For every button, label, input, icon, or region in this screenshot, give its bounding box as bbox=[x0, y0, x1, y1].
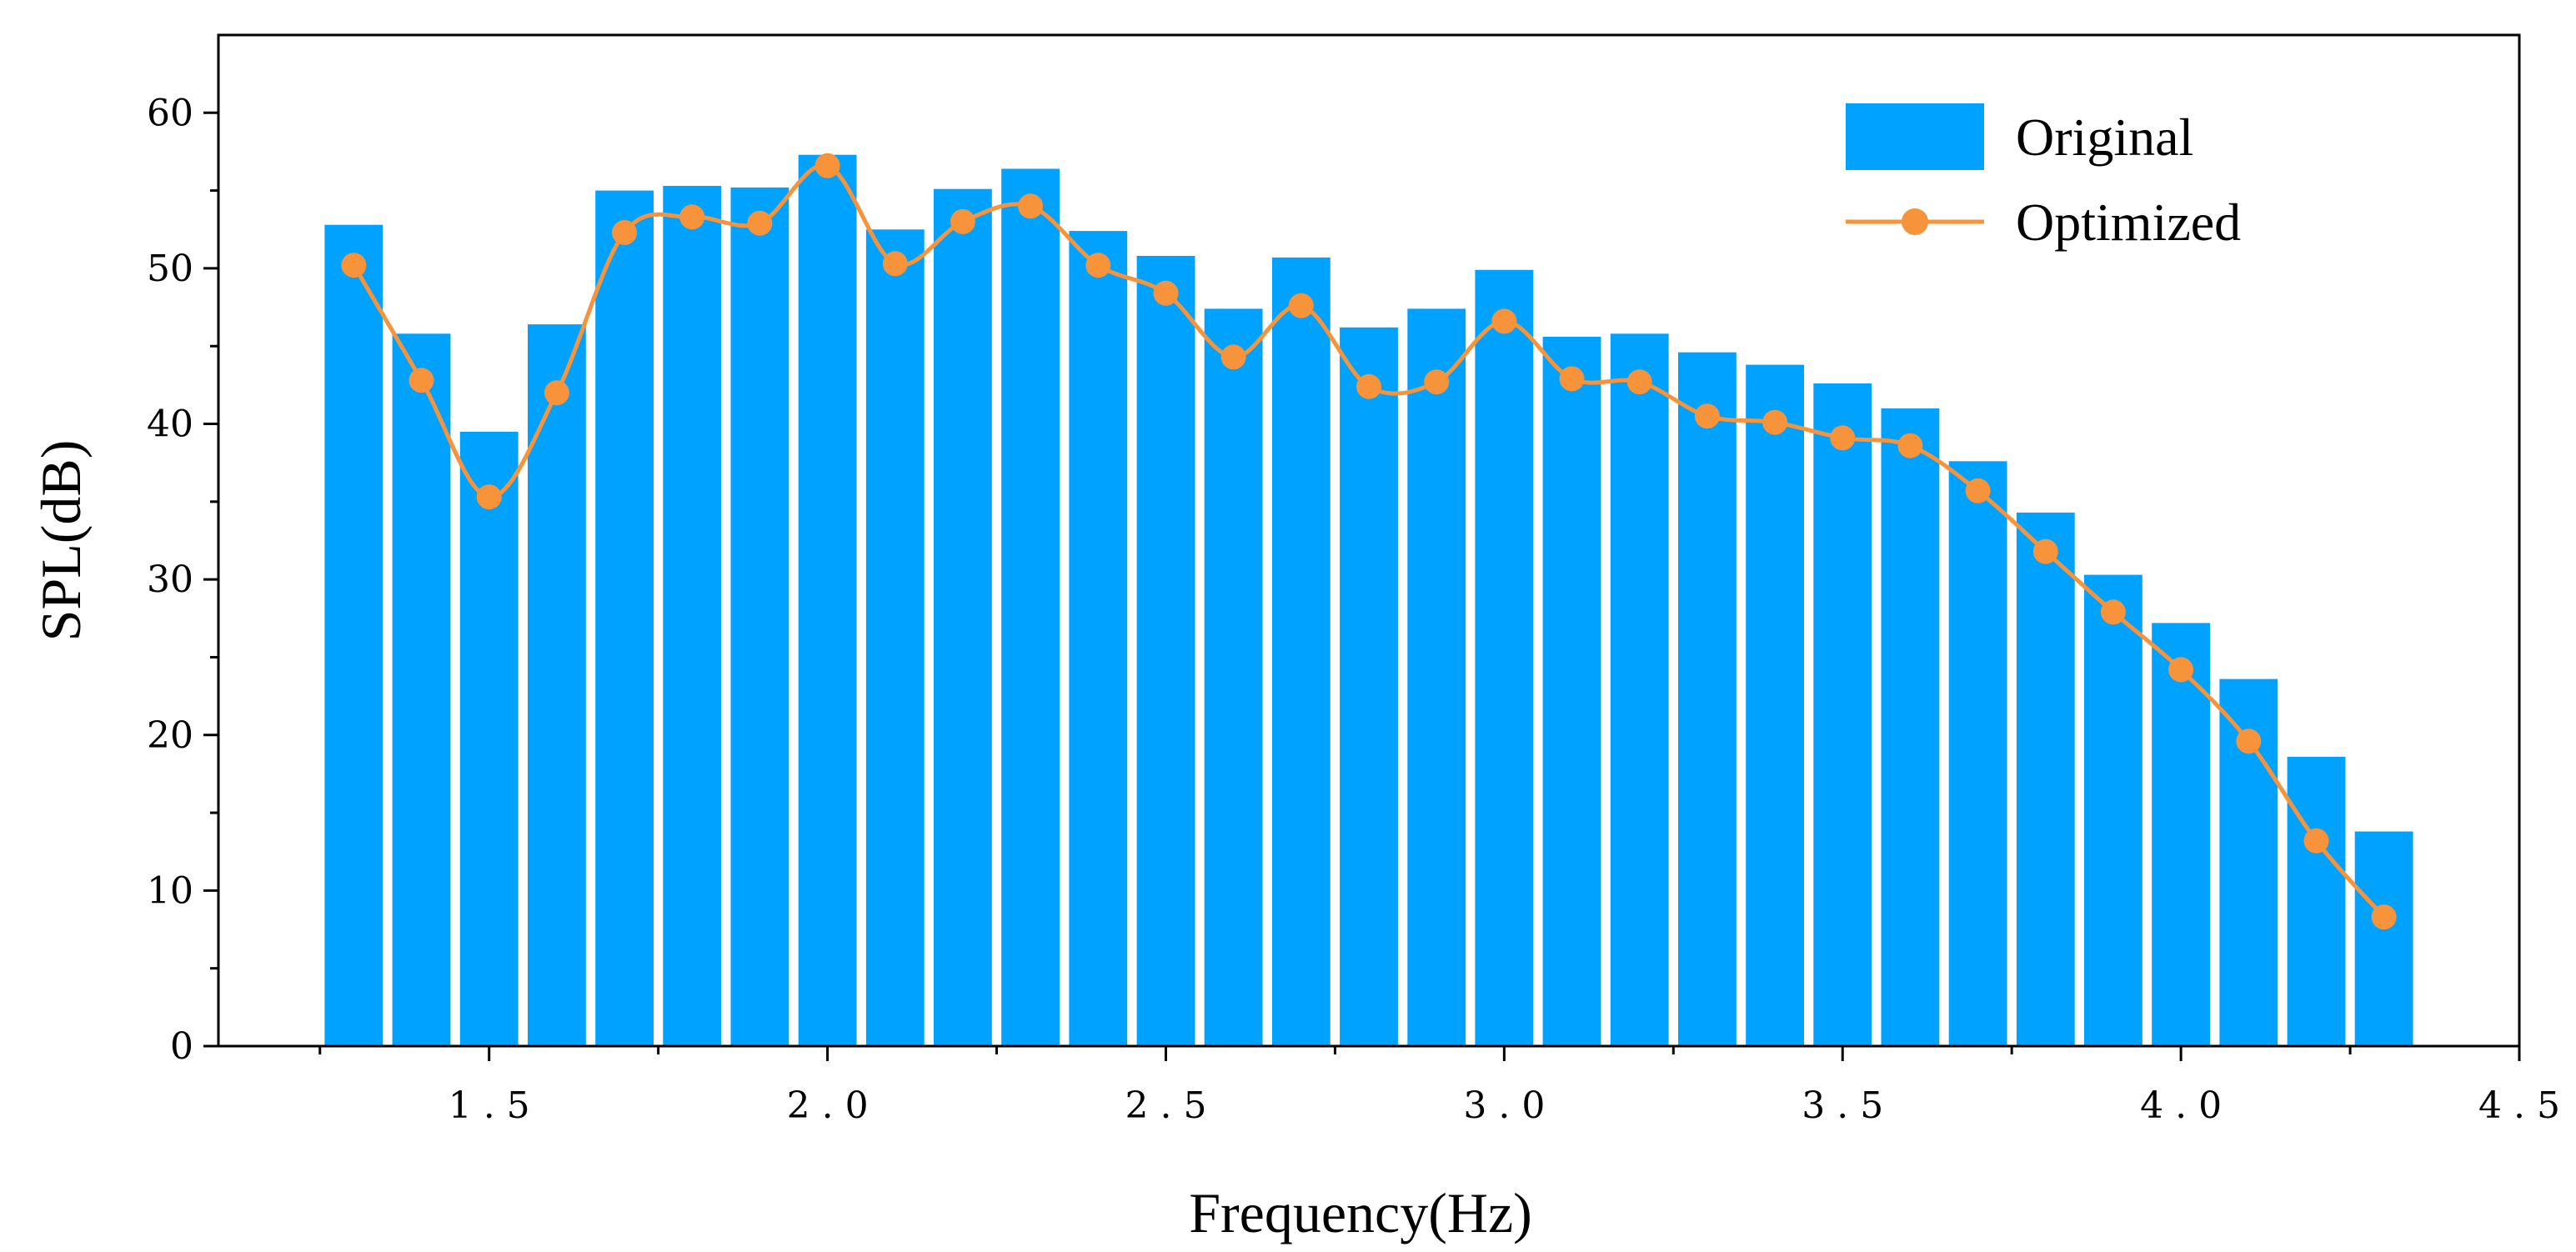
bar-original-2.9 bbox=[1407, 308, 1466, 1046]
y-tick-label-40: 40 bbox=[147, 403, 193, 446]
optimized-point-4.1 bbox=[2236, 729, 2262, 754]
line-series-optimized bbox=[341, 153, 2397, 930]
optimized-point-1.5 bbox=[476, 484, 502, 510]
optimized-point-1.4 bbox=[408, 368, 434, 393]
optimized-point-2 bbox=[814, 153, 840, 178]
y-tick-label-10: 10 bbox=[147, 869, 193, 912]
legend-swatch-original bbox=[1846, 103, 1984, 170]
optimized-point-3.4 bbox=[1762, 409, 1788, 435]
bar-series-original bbox=[324, 154, 2413, 1047]
y-axis-title: SPL(dB) bbox=[29, 440, 93, 642]
bar-original-1.6 bbox=[528, 324, 586, 1047]
bar-original-2.4 bbox=[1069, 231, 1128, 1047]
optimized-point-1.7 bbox=[612, 220, 638, 245]
optimized-point-2.8 bbox=[1356, 373, 1381, 399]
bar-original-4 bbox=[2152, 623, 2210, 1046]
optimized-point-2.4 bbox=[1085, 253, 1111, 278]
x-tick-label-4: 4.0 bbox=[2140, 1084, 2233, 1127]
optimized-point-2.6 bbox=[1220, 344, 1246, 370]
bar-original-2.8 bbox=[1340, 327, 1398, 1046]
y-axis-title-group: SPL(dB) bbox=[29, 440, 93, 642]
bar-original-1.7 bbox=[595, 190, 654, 1047]
optimized-point-3.1 bbox=[1559, 366, 1585, 392]
optimized-point-2.7 bbox=[1288, 293, 1314, 318]
optimized-point-1.8 bbox=[679, 204, 705, 230]
optimized-point-1.3 bbox=[341, 253, 367, 278]
x-tick-label-3.5: 3.5 bbox=[1802, 1084, 1895, 1127]
x-tick-label-3: 3.0 bbox=[1463, 1084, 1556, 1127]
y-tick-label-30: 30 bbox=[147, 558, 193, 601]
bar-original-3.3 bbox=[1678, 352, 1737, 1046]
optimized-point-2.9 bbox=[1424, 369, 1450, 395]
optimized-point-4 bbox=[2168, 657, 2194, 683]
bar-original-2.5 bbox=[1136, 256, 1195, 1046]
bar-original-1.9 bbox=[730, 187, 789, 1046]
optimized-point-3 bbox=[1491, 308, 1517, 334]
bar-original-3.1 bbox=[1542, 337, 1601, 1046]
axes: 0 10 20 30 40 50 60 1.5 2.0 2.5 3.0 3.5 4.0 4.5 Freque… bbox=[29, 33, 2572, 1244]
optimized-point-2.1 bbox=[882, 251, 908, 277]
x-tick-label-1.5: 1.5 bbox=[449, 1084, 542, 1127]
optimized-point-3.3 bbox=[1694, 403, 1720, 429]
optimized-point-3.7 bbox=[1965, 478, 1991, 503]
bar-original-3.9 bbox=[2084, 574, 2142, 1046]
bar-original-1.8 bbox=[663, 186, 722, 1046]
bar-original-2.7 bbox=[1271, 257, 1331, 1046]
legend-label-original: Original bbox=[2016, 108, 2193, 167]
bar-original-2 bbox=[798, 154, 857, 1047]
optimized-point-2.5 bbox=[1153, 280, 1179, 306]
bar-original-3.5 bbox=[1813, 383, 1872, 1046]
bar-original-1.4 bbox=[392, 333, 451, 1046]
optimized-point-1.9 bbox=[747, 210, 773, 236]
bar-original-3.6 bbox=[1881, 408, 1940, 1046]
optimized-point-3.5 bbox=[1830, 425, 1856, 451]
y-tick-label-0: 0 bbox=[170, 1025, 193, 1068]
optimized-point-3.8 bbox=[2032, 538, 2058, 564]
x-axis-title: Frequency(Hz) bbox=[1189, 1181, 1532, 1244]
legend-marker-optimized bbox=[1902, 208, 1928, 235]
bar-original-2.2 bbox=[934, 188, 992, 1047]
optimized-point-3.2 bbox=[1626, 369, 1652, 395]
bar-original-3.7 bbox=[1948, 461, 2007, 1046]
optimized-point-4.2 bbox=[2303, 828, 2329, 854]
x-tick-label-2: 2.0 bbox=[787, 1084, 880, 1127]
optimized-point-4.3 bbox=[2371, 904, 2397, 930]
legend: Original Optimized bbox=[1846, 103, 2241, 252]
optimized-point-3.9 bbox=[2100, 599, 2126, 625]
optimized-point-2.2 bbox=[950, 208, 975, 234]
bar-original-3.2 bbox=[1610, 333, 1669, 1046]
bar-original-3.8 bbox=[2016, 512, 2075, 1046]
optimized-point-1.6 bbox=[544, 380, 569, 406]
bar-original-2.1 bbox=[865, 229, 925, 1046]
optimized-point-3.6 bbox=[1897, 433, 1923, 458]
optimized-point-2.3 bbox=[1018, 193, 1044, 219]
bar-original-1.3 bbox=[324, 224, 383, 1046]
bar-original-2.3 bbox=[1001, 168, 1060, 1046]
bar-original-4.2 bbox=[2287, 756, 2346, 1046]
bar-original-1.5 bbox=[459, 431, 519, 1046]
bar-original-3 bbox=[1475, 269, 1534, 1046]
plot-frame bbox=[217, 33, 2521, 1048]
legend-label-optimized: Optimized bbox=[2016, 193, 2241, 252]
y-tick-label-60: 60 bbox=[147, 92, 193, 134]
bar-original-3.4 bbox=[1746, 364, 1804, 1047]
x-tick-label-2.5: 2.5 bbox=[1125, 1084, 1218, 1127]
y-tick-label-50: 50 bbox=[147, 248, 193, 290]
bar-original-4.3 bbox=[2354, 831, 2413, 1046]
x-tick-label-4.5: 4.5 bbox=[2478, 1084, 2572, 1127]
bar-original-2.6 bbox=[1204, 308, 1263, 1046]
y-tick-label-20: 20 bbox=[147, 714, 193, 757]
